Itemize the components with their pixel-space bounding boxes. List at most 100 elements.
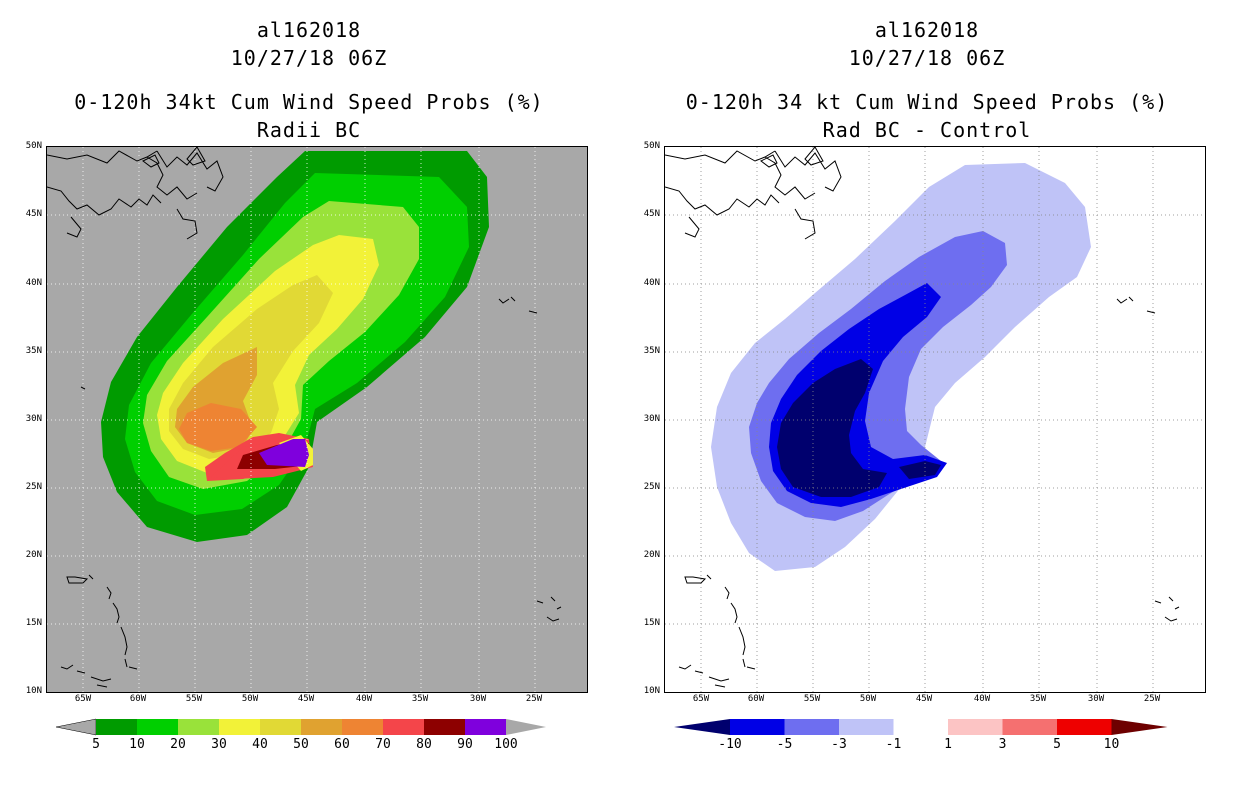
colorbar-swatch bbox=[839, 719, 894, 735]
left-colorbar bbox=[56, 718, 546, 736]
colorbar-swatch bbox=[178, 719, 219, 735]
colorbar-swatch bbox=[1057, 719, 1112, 735]
lat-label: 15N bbox=[643, 618, 660, 628]
lat-label: 20N bbox=[25, 550, 42, 560]
colorbar-tick-label: 30 bbox=[211, 737, 227, 752]
lat-label: 30N bbox=[25, 414, 42, 424]
colorbar-swatch bbox=[260, 719, 301, 735]
colorbar-tick-label: -10 bbox=[718, 737, 742, 752]
left-panel: al162018 10/27/18 06Z 0-120h 34kt Cum Wi… bbox=[25, 18, 588, 752]
product-subtitle: Radii BC bbox=[256, 118, 362, 142]
colorbar-tick-label: 50 bbox=[293, 737, 309, 752]
lat-label: 50N bbox=[643, 141, 660, 151]
colorbar-swatch bbox=[893, 719, 948, 735]
lon-label: 45W bbox=[915, 694, 933, 704]
colorbar-swatch bbox=[465, 719, 506, 735]
lon-label: 25W bbox=[525, 694, 543, 704]
lat-label: 40N bbox=[643, 278, 660, 288]
colorbar-tick-label: 1 bbox=[944, 737, 952, 752]
colorbar-tick-label: 100 bbox=[494, 737, 518, 752]
lat-label: 45N bbox=[643, 209, 660, 219]
product-subtitle: Rad BC - Control bbox=[822, 118, 1032, 142]
colorbar-swatch bbox=[342, 719, 383, 735]
colorbar-high-triangle bbox=[1111, 719, 1168, 735]
colorbar-low-triangle bbox=[56, 718, 97, 736]
map-svg bbox=[665, 147, 1205, 692]
coastlines bbox=[665, 147, 1180, 688]
lat-label: 30N bbox=[643, 414, 660, 424]
colorbar-swatch bbox=[137, 719, 178, 735]
lat-label: 35N bbox=[643, 346, 660, 356]
colorbar-tick-label: 20 bbox=[170, 737, 186, 752]
lon-label: 40W bbox=[355, 694, 373, 704]
lat-label: 10N bbox=[643, 686, 660, 696]
colorbar-swatch bbox=[383, 719, 424, 735]
colorbar-tick-label: 3 bbox=[998, 737, 1007, 752]
lat-label: 15N bbox=[25, 618, 42, 628]
lon-label: 50W bbox=[241, 694, 259, 704]
prob-60 bbox=[179, 403, 257, 451]
product-title: 0-120h 34kt Cum Wind Speed Probs (%) bbox=[74, 90, 544, 114]
colorbar-swatch bbox=[730, 719, 785, 735]
forecast-time: 10/27/18 06Z bbox=[848, 46, 1006, 70]
lon-label: 55W bbox=[185, 694, 203, 704]
difference-map bbox=[664, 146, 1206, 693]
colorbar-swatch bbox=[96, 719, 137, 735]
colorbar-tick-label: 90 bbox=[457, 737, 473, 752]
lon-label: 40W bbox=[973, 694, 991, 704]
lon-label: 65W bbox=[74, 694, 92, 704]
storm-id: al162018 bbox=[256, 18, 362, 42]
map-svg bbox=[47, 147, 587, 692]
lon-label: 60W bbox=[747, 694, 765, 704]
lon-label: 35W bbox=[1029, 694, 1047, 704]
colorbar-tick-label: 70 bbox=[375, 737, 391, 752]
colorbar-swatch bbox=[784, 719, 839, 735]
colorbar-tick-label: -5 bbox=[776, 737, 793, 752]
lon-label: 55W bbox=[803, 694, 821, 704]
right-panel: al162018 10/27/18 06Z 0-120h 34 kt Cum W… bbox=[618, 0, 1236, 800]
colorbar-swatch bbox=[948, 719, 1003, 735]
grid-lines bbox=[47, 147, 587, 692]
colorbar-tick-label: 10 bbox=[129, 737, 145, 752]
colorbar-tick-label: 60 bbox=[334, 737, 350, 752]
colorbar-tick-label: -1 bbox=[885, 737, 902, 752]
probability-map bbox=[46, 146, 588, 693]
colorbar-swatch bbox=[424, 719, 465, 735]
lat-label: 35N bbox=[25, 346, 42, 356]
lat-label: 50N bbox=[25, 141, 42, 151]
coastlines bbox=[47, 147, 562, 688]
storm-id: al162018 bbox=[874, 18, 980, 42]
lon-label: 30W bbox=[1087, 694, 1105, 704]
lat-label: 45N bbox=[25, 209, 42, 219]
lon-label: 30W bbox=[469, 694, 487, 704]
colorbar-high-triangle bbox=[506, 719, 546, 735]
lon-label: 65W bbox=[692, 694, 710, 704]
colorbar-tick-label: 5 bbox=[92, 737, 100, 752]
colorbar-tick-label: 40 bbox=[252, 737, 268, 752]
colorbar-tick-label: -3 bbox=[831, 737, 847, 752]
lon-label: 50W bbox=[859, 694, 877, 704]
colorbar-tick-label: 80 bbox=[416, 737, 432, 752]
lon-label: 25W bbox=[1143, 694, 1161, 704]
colorbar-low-triangle bbox=[674, 719, 730, 735]
diff-minus10-tail bbox=[899, 461, 941, 479]
lat-label: 40N bbox=[25, 278, 42, 288]
right-colorbar bbox=[674, 719, 1168, 735]
lon-label: 35W bbox=[411, 694, 429, 704]
product-title: 0-120h 34 kt Cum Wind Speed Probs (%) bbox=[685, 90, 1169, 114]
lat-label: 25N bbox=[643, 482, 660, 492]
lon-label: 45W bbox=[297, 694, 315, 704]
colorbar-swatch bbox=[219, 719, 260, 735]
forecast-time: 10/27/18 06Z bbox=[230, 46, 388, 70]
prob-100 bbox=[259, 439, 309, 467]
lat-label: 10N bbox=[25, 686, 42, 696]
grid-lines bbox=[665, 147, 1205, 692]
diff-minus10 bbox=[777, 359, 887, 497]
colorbar-tick-label: 5 bbox=[1053, 737, 1061, 752]
lon-label: 60W bbox=[129, 694, 147, 704]
colorbar-swatch bbox=[301, 719, 342, 735]
colorbar-tick-label: 10 bbox=[1103, 737, 1120, 752]
colorbar-swatch bbox=[1002, 719, 1057, 735]
lat-label: 25N bbox=[25, 482, 42, 492]
lat-label: 20N bbox=[643, 550, 660, 560]
